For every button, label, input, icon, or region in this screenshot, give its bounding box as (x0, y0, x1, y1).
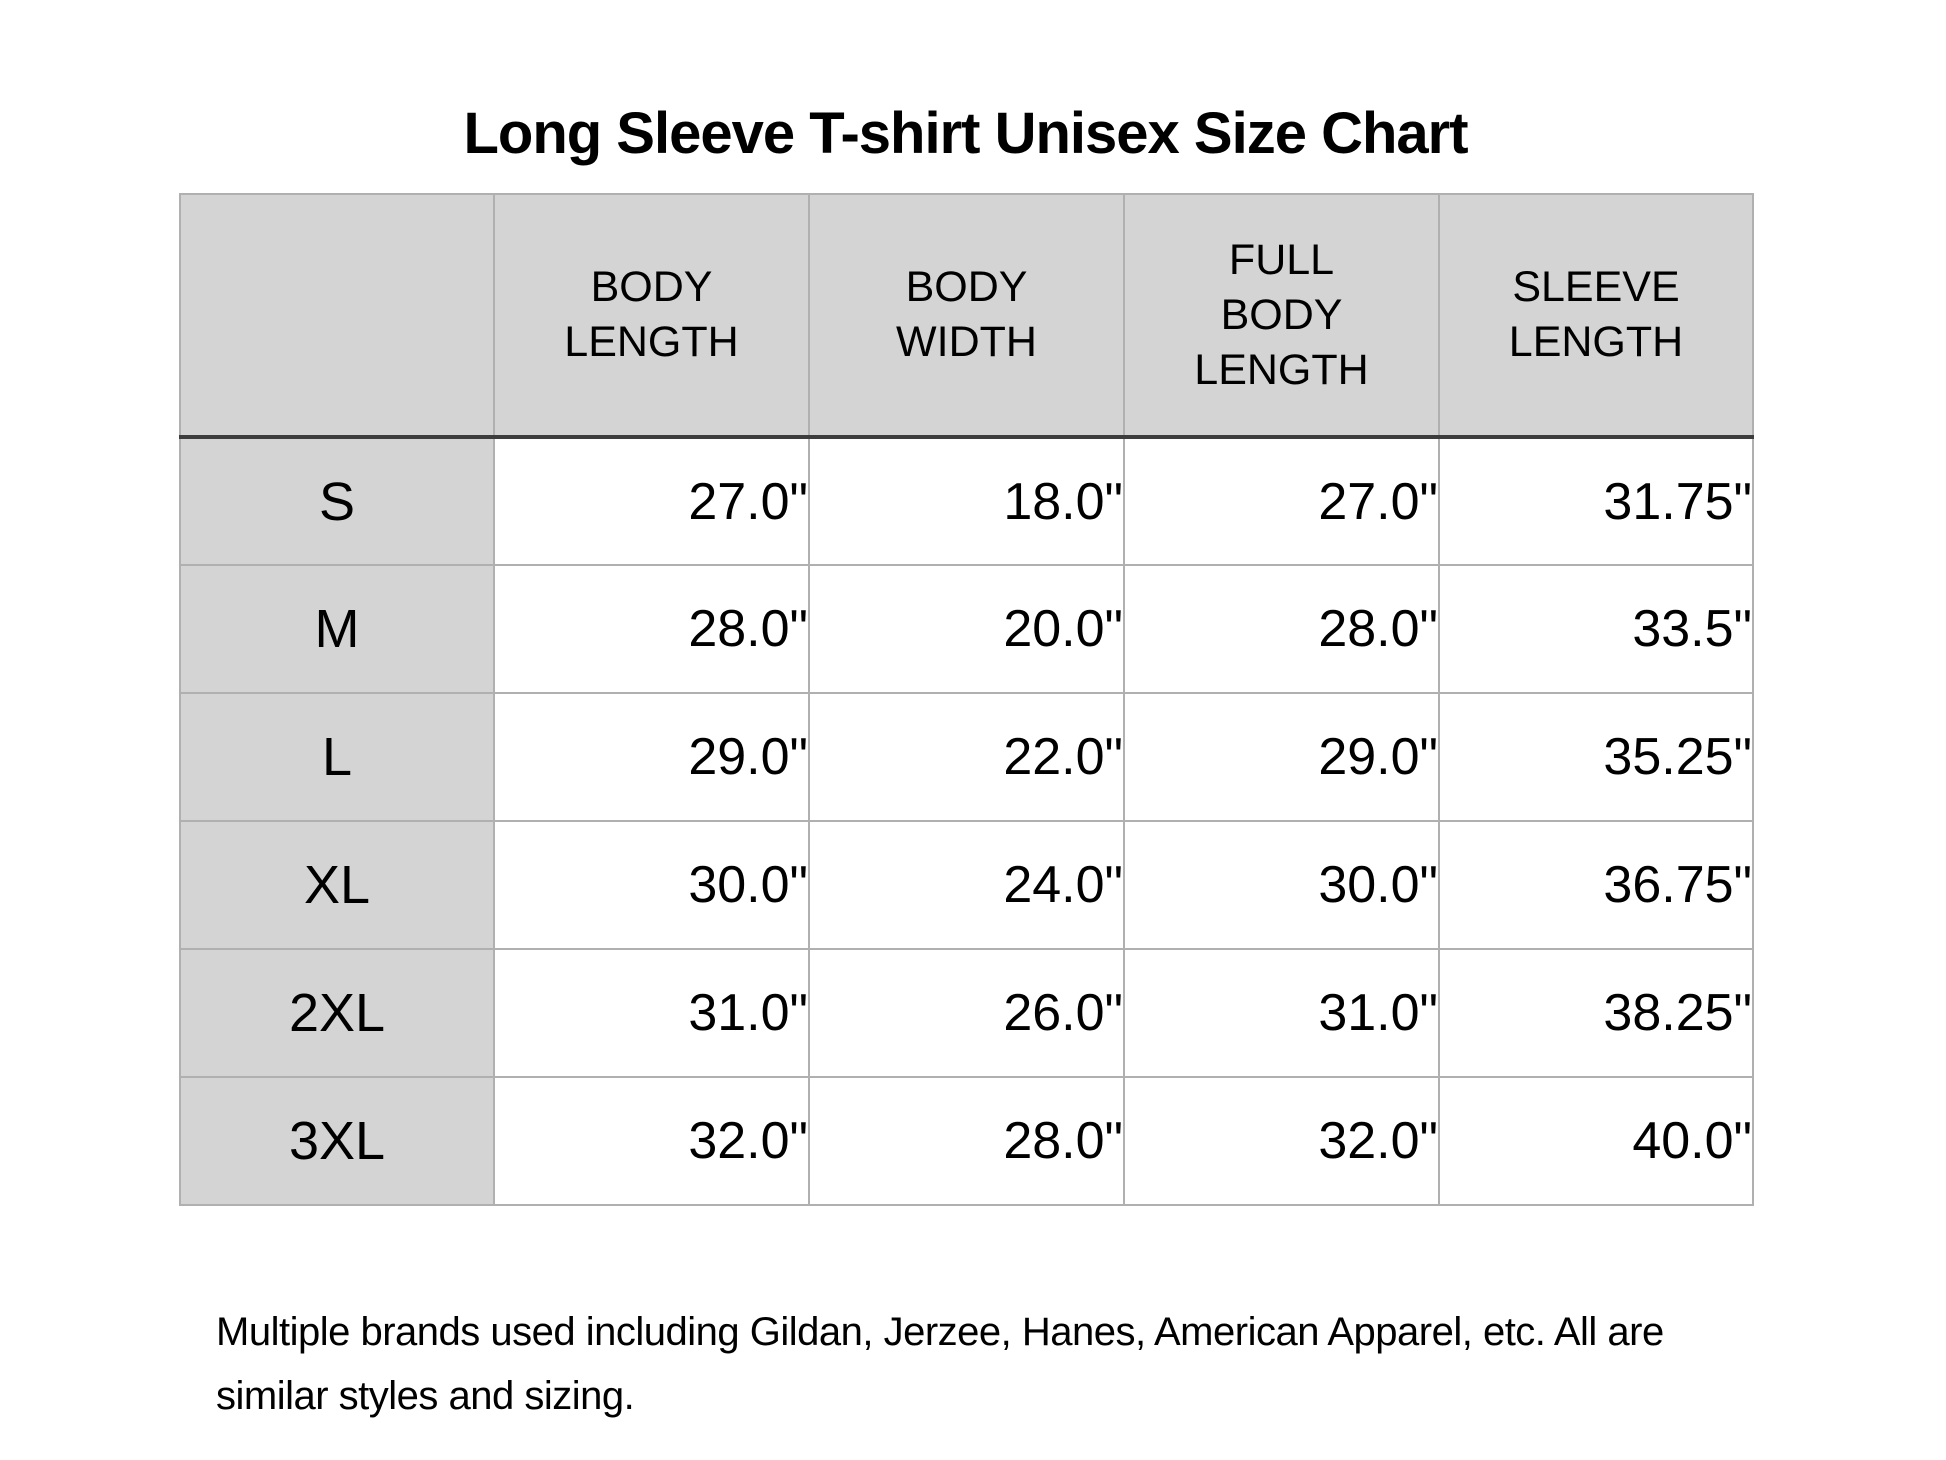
value-cell: 26.0" (808, 948, 1125, 1078)
value-cell: 35.25" (1438, 692, 1754, 822)
column-header-sleeve-length: SLEEVE LENGTH (1438, 193, 1754, 439)
value-cell: 32.0" (493, 1076, 810, 1206)
size-chart-table: BODY LENGTH BODY WIDTH FULL BODY LENGTH … (179, 193, 1754, 1206)
table-row-3xl: 3XL 32.0" 28.0" 32.0" 40.0" (179, 1076, 1754, 1206)
corner-cell (179, 193, 495, 439)
column-header-body-length: BODY LENGTH (493, 193, 810, 439)
value-cell: 31.0" (1123, 948, 1440, 1078)
size-label: XL (179, 820, 495, 950)
value-cell: 40.0" (1438, 1076, 1754, 1206)
value-cell: 31.0" (493, 948, 810, 1078)
value-cell: 31.75" (1438, 436, 1754, 566)
value-cell: 32.0" (1123, 1076, 1440, 1206)
value-cell: 18.0" (808, 436, 1125, 566)
value-cell: 27.0" (493, 436, 810, 566)
value-cell: 36.75" (1438, 820, 1754, 950)
value-cell: 38.25" (1438, 948, 1754, 1078)
value-cell: 20.0" (808, 564, 1125, 694)
value-cell: 30.0" (1123, 820, 1440, 950)
table-row-xl: XL 30.0" 24.0" 30.0" 36.75" (179, 820, 1754, 950)
value-cell: 33.5" (1438, 564, 1754, 694)
table-row-2xl: 2XL 31.0" 26.0" 31.0" 38.25" (179, 948, 1754, 1078)
table-header-row: BODY LENGTH BODY WIDTH FULL BODY LENGTH … (179, 193, 1754, 439)
table-row-s: S 27.0" 18.0" 27.0" 31.75" (179, 436, 1754, 566)
size-label: L (179, 692, 495, 822)
value-cell: 30.0" (493, 820, 810, 950)
size-label: M (179, 564, 495, 694)
brands-note: Multiple brands used including Gildan, J… (216, 1310, 1664, 1418)
value-cell: 28.0" (1123, 564, 1440, 694)
value-cell: 27.0" (1123, 436, 1440, 566)
value-cell: 22.0" (808, 692, 1125, 822)
column-header-full-body-length: FULL BODY LENGTH (1123, 193, 1440, 439)
value-cell: 28.0" (808, 1076, 1125, 1206)
page-title: Long Sleeve T-shirt Unisex Size Chart (463, 101, 1468, 166)
size-label: 3XL (179, 1076, 495, 1206)
value-cell: 29.0" (1123, 692, 1440, 822)
value-cell: 28.0" (493, 564, 810, 694)
table-row-m: M 28.0" 20.0" 28.0" 33.5" (179, 564, 1754, 694)
column-header-body-width: BODY WIDTH (808, 193, 1125, 439)
size-label: S (179, 436, 495, 566)
value-cell: 24.0" (808, 820, 1125, 950)
size-label: 2XL (179, 948, 495, 1078)
value-cell: 29.0" (493, 692, 810, 822)
table-row-l: L 29.0" 22.0" 29.0" 35.25" (179, 692, 1754, 822)
